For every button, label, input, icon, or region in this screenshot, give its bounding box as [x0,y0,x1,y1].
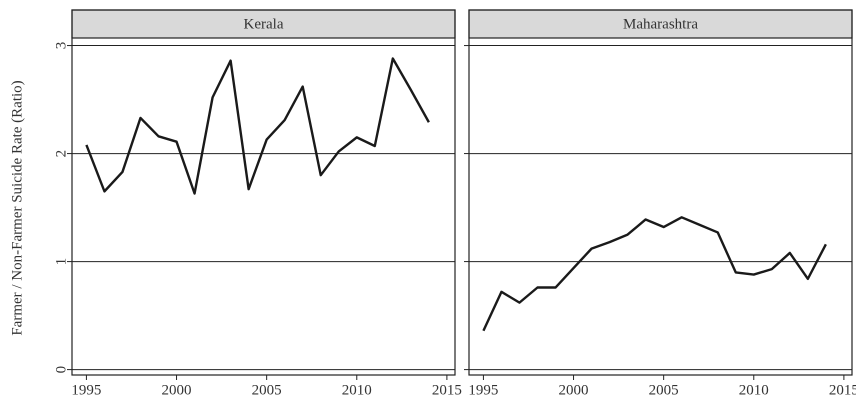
x-tick-label: 2015 [829,382,856,398]
x-tick-label: 2010 [342,382,372,398]
data-line [482,216,827,332]
x-tick-label: 2015 [432,382,462,398]
panel-title: Kerala [244,16,284,32]
y-tick-label: 0 [53,366,69,374]
x-tick-label: 1995 [468,382,498,398]
y-tick-label: 2 [53,150,69,158]
y-tick-label: 1 [53,258,69,266]
x-tick-label: 2000 [162,382,192,398]
panel-frame [71,9,456,376]
x-tick-label: 2005 [649,382,679,398]
x-tick-label: 2005 [252,382,282,398]
panel-frame [468,9,853,376]
x-tick-label: 2010 [739,382,769,398]
panel-title: Maharashtra [623,16,698,32]
x-tick-label: 2000 [559,382,589,398]
panel-strip [71,9,456,39]
data-line [85,57,430,195]
y-tick-label: 3 [53,42,69,50]
y-axis-label: Farmer / Non-Farmer Suicide Rate (Ratio) [9,80,25,335]
x-tick-label: 1995 [71,382,101,398]
